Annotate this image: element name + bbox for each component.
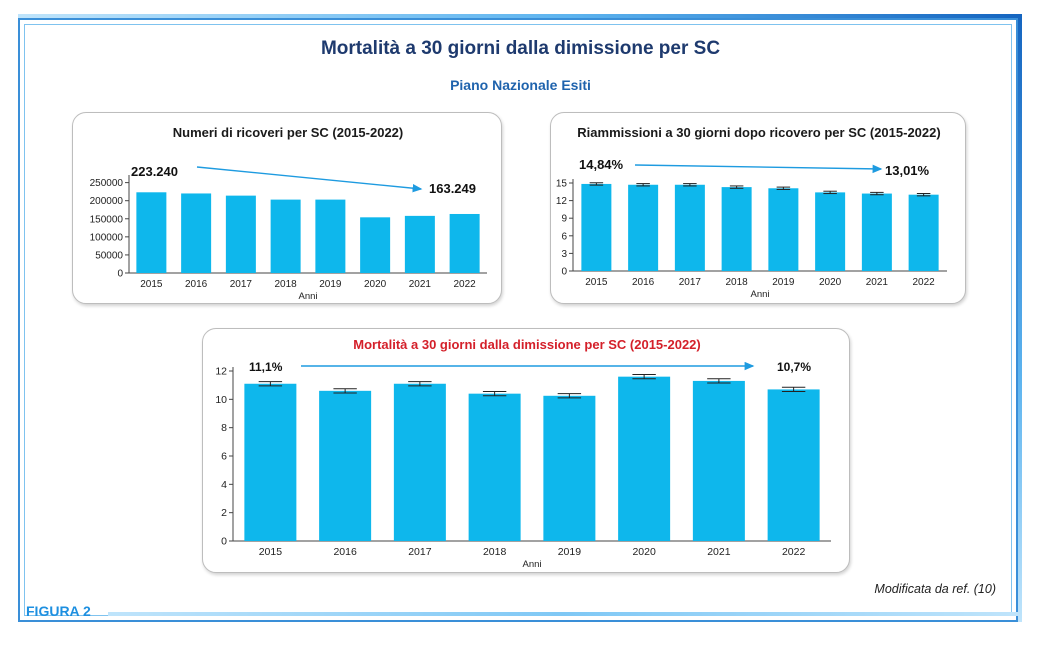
y-tick-label: 0 xyxy=(117,269,123,280)
x-tick-label: 2022 xyxy=(454,279,477,290)
y-tick-label: 15 xyxy=(556,179,568,190)
y-tick-label: 10 xyxy=(215,394,227,406)
x-tick-label: 2021 xyxy=(707,546,731,558)
bar-2017 xyxy=(225,195,256,273)
bar-2015 xyxy=(136,192,167,273)
y-tick-label: 6 xyxy=(221,451,227,463)
outer-frame xyxy=(18,18,1018,622)
annotation-start: 11,1% xyxy=(249,360,283,374)
x-tick-label: 2018 xyxy=(726,277,749,288)
y-tick-label: 250000 xyxy=(90,178,124,189)
chart-title: Numeri di ricoveri per SC (2015-2022) xyxy=(173,125,404,140)
x-tick-label: 2017 xyxy=(230,279,253,290)
x-tick-label: 2022 xyxy=(782,546,806,558)
x-tick-label: 2018 xyxy=(275,279,298,290)
bar-2022 xyxy=(767,389,820,541)
annotation-start: 14,84% xyxy=(579,157,624,172)
x-tick-label: 2022 xyxy=(913,277,936,288)
x-axis-title: Anni xyxy=(750,289,769,300)
bar-2019 xyxy=(543,395,596,541)
chart-mortalita: Mortalità a 30 giorni dalla dimissione p… xyxy=(215,337,831,570)
bar-2015 xyxy=(244,383,297,541)
x-tick-label: 2019 xyxy=(558,546,582,558)
y-tick-label: 12 xyxy=(215,366,227,378)
x-tick-label: 2015 xyxy=(259,546,283,558)
y-tick-label: 50000 xyxy=(95,250,123,261)
x-tick-label: 2017 xyxy=(679,277,702,288)
bar-2020 xyxy=(618,376,671,541)
bar-2018 xyxy=(721,187,752,271)
top-gradient-bar xyxy=(18,14,1018,20)
y-tick-label: 9 xyxy=(561,214,567,225)
x-tick-label: 2017 xyxy=(408,546,432,558)
bar-2018 xyxy=(468,393,521,541)
page-subtitle: Piano Nazionale Esiti xyxy=(450,77,591,93)
x-tick-label: 2016 xyxy=(185,279,208,290)
annotation-start: 223.240 xyxy=(131,164,178,179)
figure-underline xyxy=(108,612,1018,616)
chart-title: Mortalità a 30 giorni dalla dimissione p… xyxy=(353,337,701,352)
chart-panel-riammissioni: Riammissioni a 30 giorni dopo ricovero p… xyxy=(550,112,966,304)
annotation-end: 13,01% xyxy=(885,163,930,178)
y-tick-label: 150000 xyxy=(90,214,124,225)
x-tick-label: 2016 xyxy=(632,277,655,288)
x-tick-label: 2018 xyxy=(483,546,507,558)
bar-2020 xyxy=(815,192,846,271)
bar-2016 xyxy=(319,390,372,541)
bar-2021 xyxy=(692,380,745,541)
y-tick-label: 3 xyxy=(561,249,567,260)
y-tick-label: 4 xyxy=(221,479,227,491)
x-tick-label: 2020 xyxy=(632,546,656,558)
y-tick-label: 0 xyxy=(561,267,567,278)
page-title: Mortalità a 30 giorni dalla dimissione p… xyxy=(320,38,721,59)
right-gradient-bar xyxy=(1016,14,1022,622)
y-tick-label: 100000 xyxy=(90,232,124,243)
x-axis-title: Anni xyxy=(522,559,541,570)
chart-ricoveri: Numeri di ricoveri per SC (2015-2022) 0 50… xyxy=(90,125,487,302)
bar-2019 xyxy=(768,188,799,271)
bar-2022 xyxy=(908,194,939,271)
figure-label: FIGURA 2 xyxy=(26,603,91,619)
bar-2021 xyxy=(861,193,892,271)
chart-panel-ricoveri: Numeri di ricoveri per SC (2015-2022) 0 50… xyxy=(72,112,502,304)
x-tick-label: 2016 xyxy=(333,546,357,558)
x-tick-label: 2020 xyxy=(364,279,387,290)
annotation-end: 163.249 xyxy=(429,181,476,196)
chart-panel-mortalita: Mortalità a 30 giorni dalla dimissione p… xyxy=(202,328,850,573)
bar-2018 xyxy=(270,199,301,273)
chart-title: Riammissioni a 30 giorni dopo ricovero p… xyxy=(577,125,940,140)
trend-arrow xyxy=(196,166,423,193)
chart-riammissioni: Riammissioni a 30 giorni dopo ricovero p… xyxy=(556,125,947,300)
x-axis-title: Anni xyxy=(298,291,317,302)
bar-2021 xyxy=(404,215,435,273)
x-tick-label: 2021 xyxy=(409,279,432,290)
bar-2019 xyxy=(315,199,346,273)
y-tick-label: 0 xyxy=(221,536,227,548)
x-tick-label: 2019 xyxy=(319,279,342,290)
y-tick-label: 2 xyxy=(221,507,227,519)
y-tick-label: 8 xyxy=(221,422,227,434)
y-tick-label: 12 xyxy=(556,196,568,207)
x-tick-label: 2015 xyxy=(140,279,163,290)
x-tick-label: 2015 xyxy=(585,277,608,288)
bar-2020 xyxy=(360,217,391,273)
bar-2016 xyxy=(628,184,659,271)
bar-2017 xyxy=(393,383,446,541)
y-tick-label: 200000 xyxy=(90,196,124,207)
bar-2022 xyxy=(449,213,480,273)
annotation-end: 10,7% xyxy=(777,360,811,374)
bar-2017 xyxy=(674,184,705,271)
y-tick-label: 6 xyxy=(561,231,567,242)
bar-2016 xyxy=(181,193,212,273)
x-tick-label: 2019 xyxy=(772,277,795,288)
source-credit: Modificata da ref. (10) xyxy=(874,582,996,596)
trend-arrow xyxy=(634,164,883,174)
bar-2015 xyxy=(581,183,612,271)
x-tick-label: 2020 xyxy=(819,277,842,288)
x-tick-label: 2021 xyxy=(866,277,889,288)
